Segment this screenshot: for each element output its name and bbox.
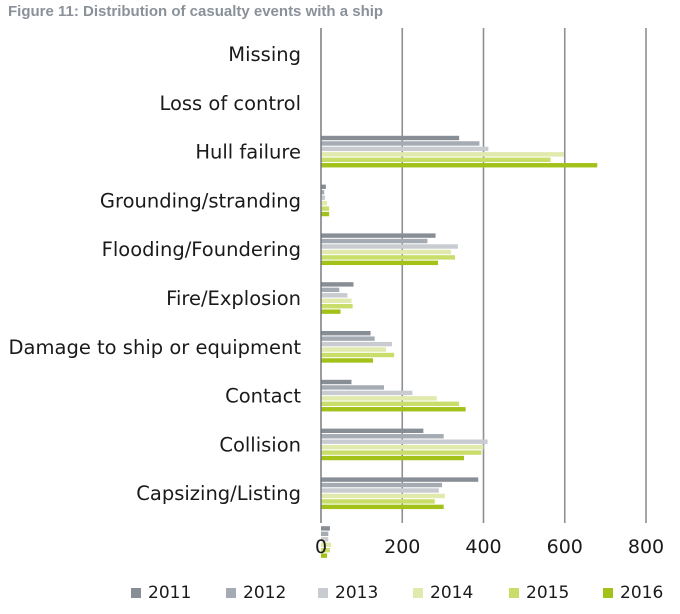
- legend-item-2012[interactable]: 2012: [226, 583, 286, 603]
- legend-swatch: [509, 588, 519, 598]
- bar-2011-hull-failure: [321, 184, 326, 189]
- category-label: Missing: [228, 43, 301, 66]
- bar-2016-damage-to-ship-or-equipment: [321, 407, 466, 412]
- bar-2016-grounding-stranding: [321, 260, 438, 266]
- category-label: Damage to ship or equipment: [9, 336, 302, 359]
- legend-label: 2014: [430, 583, 473, 603]
- bar-2011-fire-explosion: [321, 331, 371, 336]
- bar-2012-flooding-foundering: [321, 287, 340, 293]
- x-tick-label-600: 600: [547, 536, 583, 558]
- category-label: Grounding/stranding: [100, 189, 301, 212]
- bar-2015-hull-failure: [321, 206, 330, 211]
- bars: [321, 135, 598, 558]
- bar-2011-collision: [321, 477, 479, 482]
- category-label: Fire/Explosion: [166, 287, 301, 310]
- bar-2014-damage-to-ship-or-equipment: [321, 396, 437, 401]
- legend-swatch: [603, 588, 613, 598]
- bar-2015-flooding-foundering: [321, 304, 353, 309]
- legend-item-2013[interactable]: 2013: [318, 583, 378, 603]
- legend-label: 2016: [620, 583, 663, 603]
- legend-swatch: [318, 588, 328, 598]
- legend-swatch: [131, 588, 141, 598]
- bar-2013-collision: [321, 488, 439, 493]
- bar-2013-grounding-stranding: [321, 244, 458, 249]
- bar-2012-damage-to-ship-or-equipment: [321, 385, 384, 390]
- bar-2011-contact: [321, 428, 424, 433]
- category-labels: Missing Loss of control Hull failure Ground…: [9, 43, 302, 505]
- legend-label: 2015: [526, 583, 569, 603]
- bar-2013-contact: [321, 439, 488, 444]
- legend-item-2016[interactable]: 2016: [603, 583, 663, 603]
- legend-label: 2013: [335, 583, 378, 603]
- bar-2011-loss-of-control: [321, 135, 460, 141]
- bar-2015-damage-to-ship-or-equipment: [321, 401, 460, 406]
- legend-label: 2012: [243, 583, 286, 603]
- x-tick-label-200: 200: [384, 536, 420, 558]
- bar-2013-capsizing-listing: [321, 537, 329, 542]
- legend-label: 2011: [148, 583, 191, 603]
- x-tick-label-0: 0: [315, 536, 327, 558]
- bar-2011-grounding-stranding: [321, 233, 436, 238]
- bar-2014-capsizing-listing: [321, 542, 332, 547]
- bar-2016-fire-explosion: [321, 358, 373, 363]
- legend-item-2014[interactable]: 2014: [413, 583, 473, 603]
- bar-2011-damage-to-ship-or-equipment: [321, 379, 352, 385]
- category-label: Capsizing/Listing: [136, 482, 301, 505]
- figure-title: Figure 11: Distribution of casualty even…: [8, 3, 384, 20]
- x-tick-label-400: 400: [465, 536, 501, 558]
- bar-2014-loss-of-control: [321, 152, 564, 157]
- bar-2014-contact: [321, 444, 484, 450]
- category-label: Contact: [225, 385, 301, 408]
- bar-2015-loss-of-control: [321, 157, 551, 162]
- bar-2011-capsizing-listing: [321, 526, 330, 531]
- bar-2016-hull-failure: [321, 211, 330, 217]
- bar-2013-damage-to-ship-or-equipment: [321, 390, 413, 396]
- category-label: Loss of control: [159, 92, 301, 115]
- category-label: Flooding/Foundering: [102, 238, 301, 261]
- bar-2015-capsizing-listing: [321, 548, 330, 553]
- axis: 0 200 400 600 800: [315, 28, 664, 558]
- bar-2016-capsizing-listing: [321, 553, 328, 558]
- bar-2015-collision: [321, 499, 435, 504]
- bar-2014-fire-explosion: [321, 347, 386, 352]
- bar-2016-loss-of-control: [321, 163, 598, 168]
- bar-2012-fire-explosion: [321, 336, 375, 341]
- bar-2012-loss-of-control: [321, 141, 480, 146]
- legend[interactable]: 2011 2012 2013 2014 2015 2016: [131, 583, 663, 603]
- bar-2012-capsizing-listing: [321, 531, 329, 537]
- bar-2014-collision: [321, 493, 445, 499]
- category-label: Hull failure: [195, 141, 301, 164]
- x-tick-label-800: 800: [628, 536, 664, 558]
- legend-item-2011[interactable]: 2011: [131, 583, 191, 603]
- legend-item-2015[interactable]: 2015: [509, 583, 569, 603]
- bar-2012-grounding-stranding: [321, 238, 428, 244]
- bar-2013-fire-explosion: [321, 341, 393, 347]
- category-label: Collision: [219, 433, 301, 456]
- bar-2014-flooding-foundering: [321, 298, 352, 303]
- bar-2013-hull-failure: [321, 195, 326, 200]
- legend-swatch: [226, 588, 236, 598]
- bar-2015-contact: [321, 450, 482, 455]
- bar-2012-hull-failure: [321, 190, 325, 195]
- bar-2014-grounding-stranding: [321, 249, 451, 255]
- bar-2011-flooding-foundering: [321, 282, 354, 287]
- bar-2013-loss-of-control: [321, 146, 489, 152]
- bar-2014-hull-failure: [321, 200, 328, 206]
- bar-2015-grounding-stranding: [321, 255, 456, 260]
- bar-2012-collision: [321, 482, 443, 488]
- bar-2016-flooding-foundering: [321, 309, 341, 314]
- bar-2016-collision: [321, 504, 444, 510]
- bar-2015-fire-explosion: [321, 352, 395, 358]
- legend-swatch: [413, 588, 423, 598]
- bar-2016-contact: [321, 455, 464, 461]
- bar-2012-contact: [321, 434, 444, 439]
- bar-2013-flooding-foundering: [321, 293, 348, 298]
